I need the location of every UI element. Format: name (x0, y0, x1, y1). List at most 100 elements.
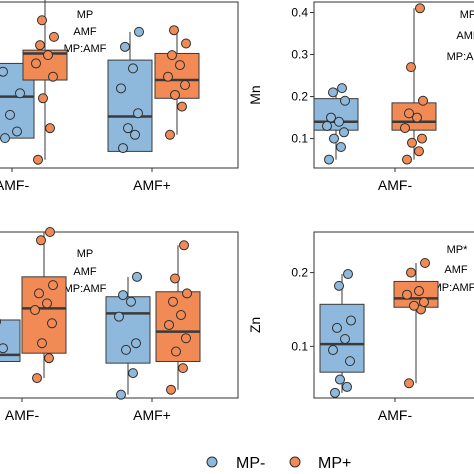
data-point (328, 87, 338, 98)
data-point (412, 112, 422, 123)
data-point (176, 310, 186, 320)
x-tick-label: AMF- (5, 407, 40, 423)
data-point (420, 257, 430, 268)
legend-label-mp-minus: MP- (236, 455, 265, 472)
data-point (0, 133, 10, 144)
data-point (116, 389, 126, 400)
data-point (179, 240, 189, 251)
data-point (48, 71, 58, 82)
data-point (133, 108, 143, 119)
data-point (414, 146, 424, 157)
data-point (402, 289, 412, 300)
data-point (415, 3, 425, 14)
data-point (126, 296, 136, 307)
panel-bottom-right-frame (313, 231, 474, 399)
data-point (123, 123, 133, 134)
data-point (37, 338, 47, 349)
data-point (332, 322, 342, 333)
data-point (114, 311, 124, 322)
y-tick-label: 0.2 (291, 266, 308, 280)
data-point (36, 235, 46, 246)
panel-top-right-frame (313, 1, 474, 169)
box-group (154, 25, 200, 140)
data-point (334, 280, 344, 291)
data-point (169, 25, 179, 36)
data-point (121, 344, 131, 355)
data-point (340, 333, 350, 344)
y-tick-label: 0.4 (291, 6, 308, 20)
data-point (47, 318, 57, 329)
data-point (45, 123, 55, 134)
data-point (12, 126, 22, 137)
annotation-text: AMF (73, 26, 97, 38)
data-point (131, 338, 141, 349)
data-point (414, 286, 424, 297)
panel-bottom-right-annotations: MP* AMF MP:AMF (433, 244, 474, 294)
annotation-text: AMF (73, 266, 97, 278)
y-tick-label: 0.1 (291, 339, 308, 353)
box-group (105, 271, 151, 400)
data-point (43, 50, 53, 61)
data-point (118, 143, 128, 154)
data-point (170, 89, 180, 100)
annotation-text: MP* (447, 244, 469, 256)
data-point (31, 58, 41, 69)
annotation-text: AMF (444, 264, 468, 276)
annotation-text: MP (77, 9, 94, 21)
panel-bottom-left-annotations: MP AMF MP:AMF (64, 248, 107, 295)
data-point (345, 356, 355, 367)
data-point (42, 298, 52, 309)
data-point (48, 280, 58, 291)
data-point (132, 271, 142, 282)
data-point (120, 41, 130, 52)
data-point (134, 26, 144, 37)
box (107, 59, 153, 152)
data-point (324, 154, 334, 165)
panel-top-left-annotations: MP AMF MP:AMF (64, 9, 107, 55)
box-group (21, 227, 67, 384)
data-point (417, 133, 427, 144)
data-point (346, 315, 356, 326)
data-point (0, 318, 1, 325)
data-point (330, 387, 340, 398)
x-tick-label: AMF- (378, 177, 413, 193)
data-point (404, 378, 414, 389)
legend-label-mp-plus: MP+ (318, 455, 351, 472)
x-tick-label: AMF- (0, 177, 29, 193)
data-point (418, 95, 428, 106)
data-point (35, 40, 45, 51)
data-point (33, 154, 43, 165)
box-group (22, 0, 68, 165)
legend-marker-mp-plus (289, 456, 301, 468)
annotation-text: MP:AMF (433, 282, 474, 294)
data-point (406, 62, 416, 73)
data-point (171, 346, 181, 357)
y-tick-label: 0.1 (291, 132, 308, 146)
data-point (339, 127, 349, 138)
data-point (406, 267, 416, 278)
data-point (45, 227, 55, 237)
data-point (116, 83, 126, 94)
data-point (34, 288, 44, 299)
box-group (107, 26, 153, 154)
box-group (391, 3, 437, 165)
x-tick-label: AMF- (378, 407, 413, 423)
data-point (30, 305, 40, 316)
data-point (178, 363, 188, 374)
data-point (32, 373, 42, 384)
data-point (334, 116, 344, 127)
annotation-text: MP (77, 248, 94, 260)
data-point (182, 288, 192, 299)
y-axis-label-mn: Mn (247, 85, 263, 104)
data-point (170, 273, 180, 284)
chart-marks: 0.1 0.2 0.3 0.4 0.1 0.2 (0, 0, 439, 400)
data-point (0, 343, 8, 354)
y-axis-label-zn: Zn (247, 317, 263, 333)
data-point (37, 15, 47, 26)
data-point (128, 63, 138, 74)
data-point (407, 137, 417, 148)
panel-top-right-annotations: MP AMF MP:AMF (447, 9, 474, 63)
box-group (319, 269, 365, 398)
annotation-text: MP:AMF (64, 283, 107, 295)
